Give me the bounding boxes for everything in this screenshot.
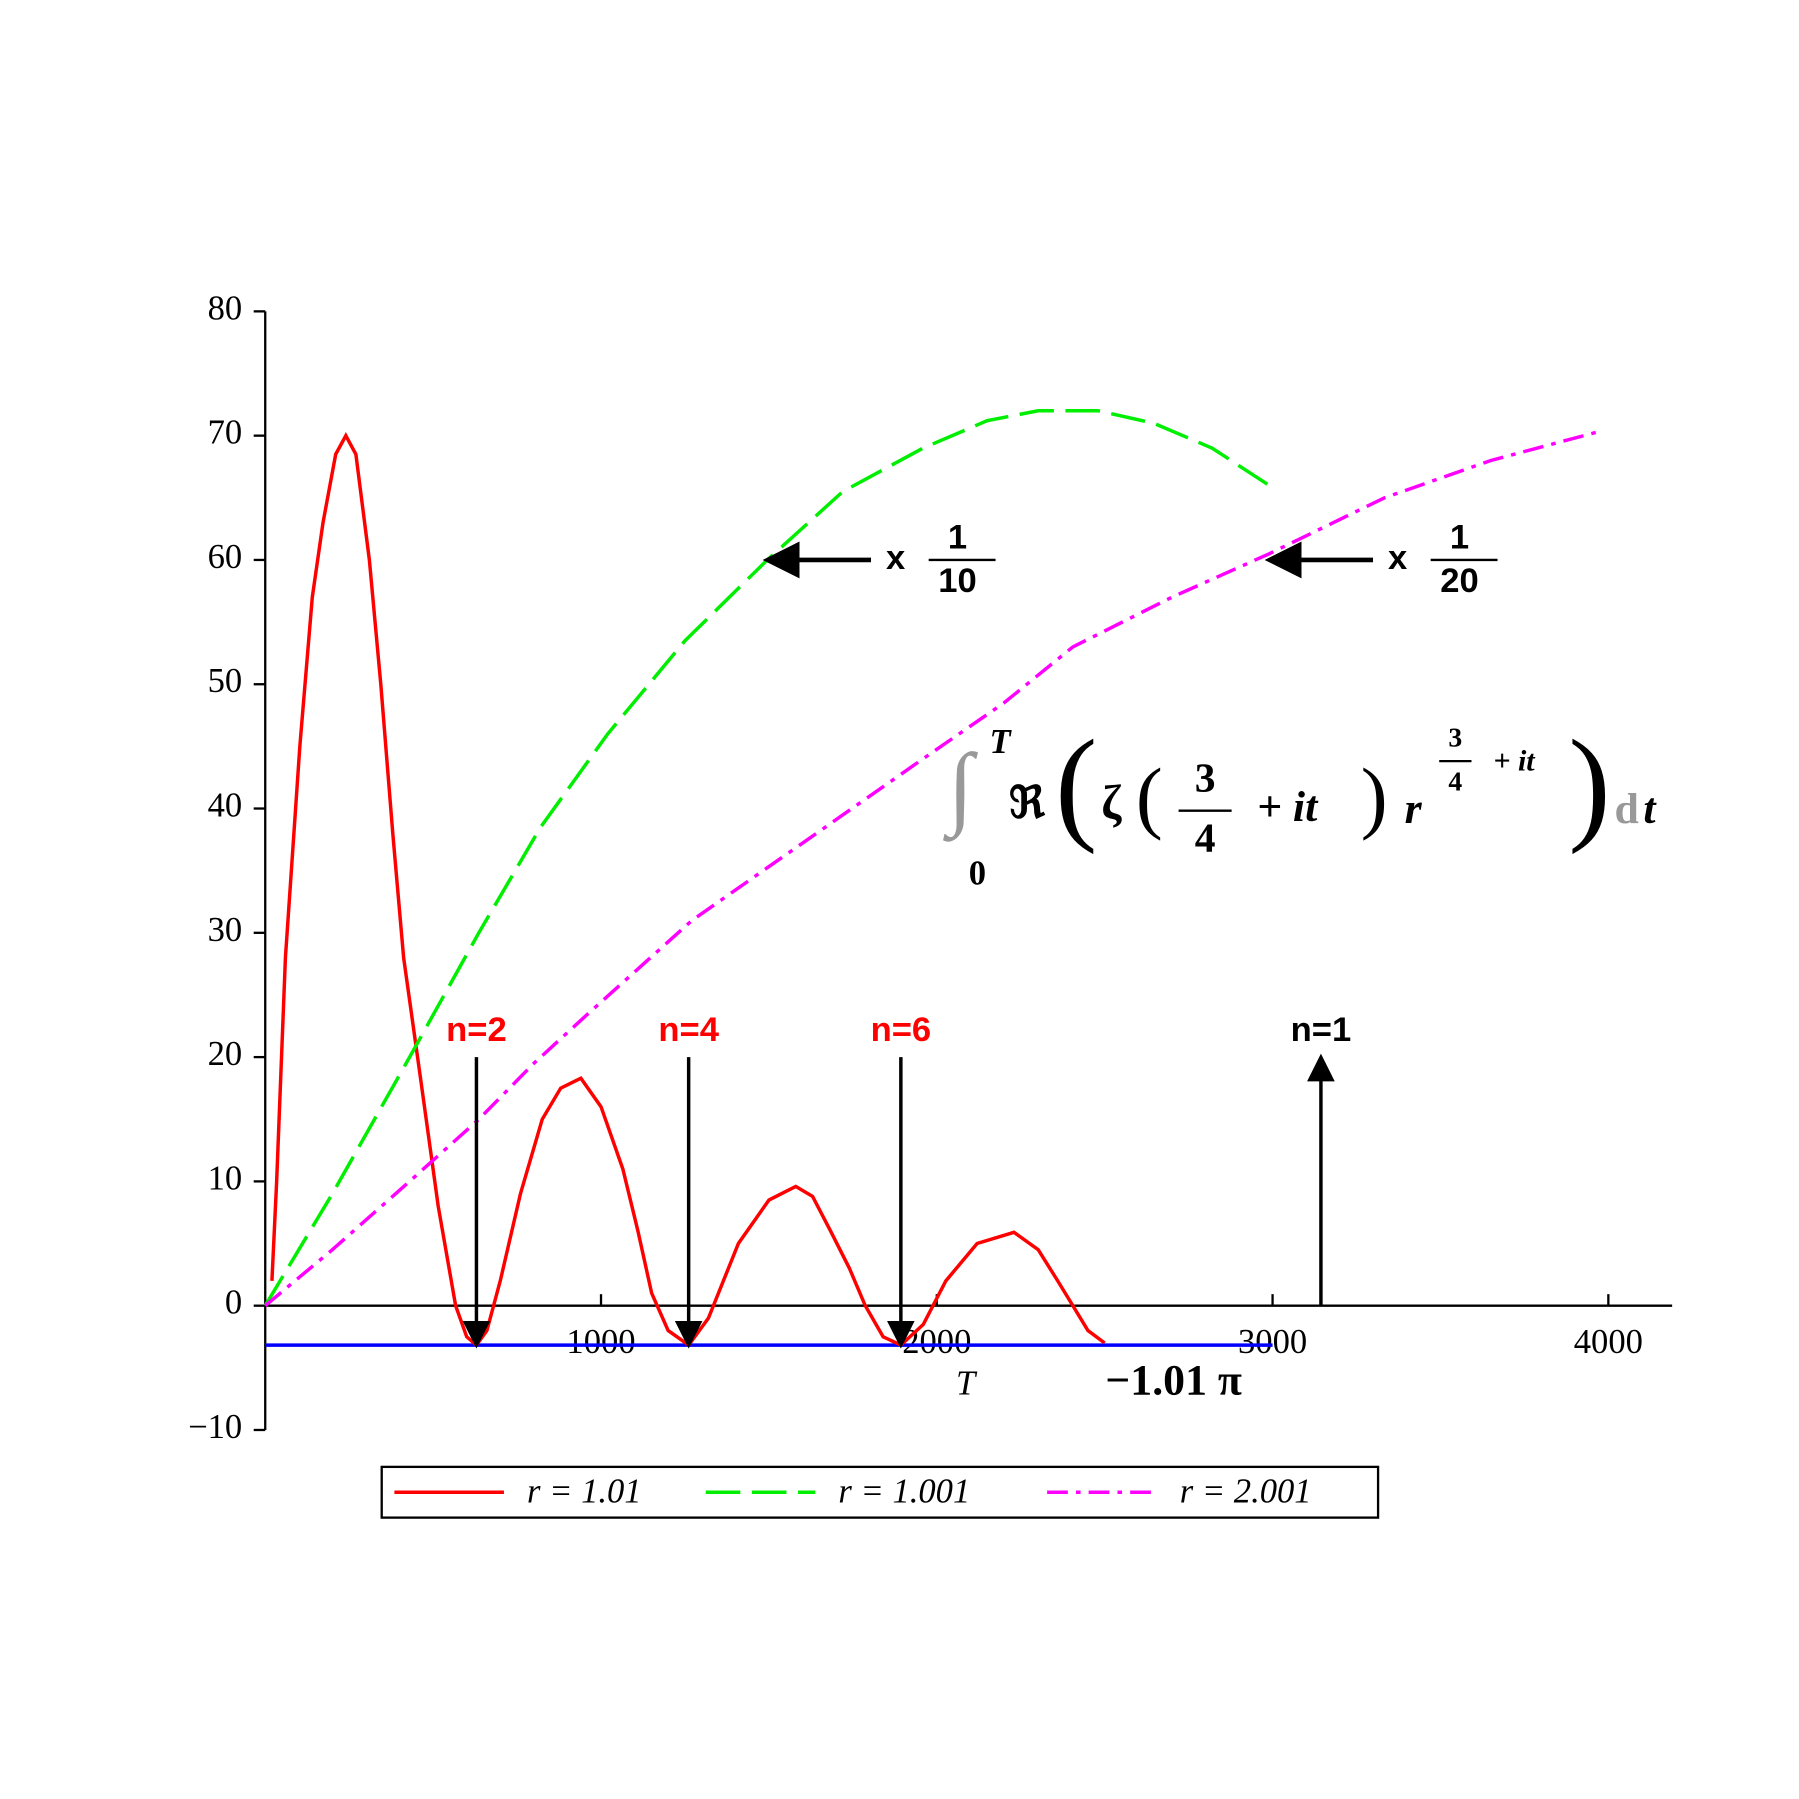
x-tick-label: 1000 xyxy=(566,1323,635,1361)
marker-label: n=1 xyxy=(1291,1011,1352,1049)
y-tick-label: 60 xyxy=(208,538,243,576)
scale-x: x xyxy=(886,539,905,577)
formula-r: r xyxy=(1405,785,1423,833)
x-tick-label: 4000 xyxy=(1574,1323,1643,1361)
formula-d: d xyxy=(1614,785,1638,833)
y-tick-label: 0 xyxy=(225,1284,242,1322)
y-tick-label: 50 xyxy=(208,662,243,700)
y-tick-label: 40 xyxy=(208,786,243,824)
scale-den: 10 xyxy=(938,562,976,600)
y-tick-label: 80 xyxy=(208,289,243,327)
marker-label: n=4 xyxy=(658,1011,719,1049)
scale-den: 20 xyxy=(1440,562,1478,600)
formula-exp-plus: + it xyxy=(1493,744,1536,777)
formula-t: t xyxy=(1643,785,1657,833)
y-tick-label: 10 xyxy=(208,1159,243,1197)
scale-num: 1 xyxy=(1450,518,1469,556)
formula-upper: T xyxy=(989,723,1012,761)
paren: ( xyxy=(1055,715,1097,855)
formula-re: ℜ xyxy=(1009,779,1046,827)
series-line xyxy=(264,430,1599,1307)
y-tick-label: −10 xyxy=(188,1408,242,1446)
x-tick-label: 2000 xyxy=(902,1323,971,1361)
formula-lower: 0 xyxy=(969,854,986,892)
paren: ) xyxy=(1568,715,1610,855)
formula-exp-num: 3 xyxy=(1448,722,1462,753)
legend-box xyxy=(380,1465,1380,1519)
paren: ( xyxy=(1136,752,1163,841)
series-line xyxy=(263,409,1271,1307)
marker-label: n=6 xyxy=(871,1011,932,1049)
scale-x: x xyxy=(1388,539,1407,577)
x-axis-label: T xyxy=(956,1364,978,1402)
formula-plus: + it xyxy=(1257,783,1319,831)
legend-label: r = 2.001 xyxy=(1180,1472,1312,1510)
formula-zeta: ζ xyxy=(1101,776,1122,829)
legend-label: r = 1.001 xyxy=(838,1472,970,1510)
series-line xyxy=(270,432,1106,1348)
integral-sign: ∫ xyxy=(943,735,978,842)
formula-den: 4 xyxy=(1195,814,1216,860)
formula: ∫ T 0 ℜ ( ζ ( 3 4 + it ) r 3 4 + it ) d … xyxy=(943,715,1657,892)
marker-label: n=2 xyxy=(446,1011,507,1049)
y-tick-label: 30 xyxy=(208,911,243,949)
y-tick-label: 70 xyxy=(208,414,243,452)
formula-exp-den: 4 xyxy=(1448,766,1462,797)
paren: ) xyxy=(1361,752,1388,841)
scale-num: 1 xyxy=(948,518,967,556)
y-tick-label: 20 xyxy=(208,1035,243,1073)
formula-num: 3 xyxy=(1195,754,1216,800)
reference-label: −1.01 π xyxy=(1105,1356,1242,1404)
legend-label: r = 1.01 xyxy=(527,1472,642,1510)
x-tick-label: 3000 xyxy=(1238,1323,1307,1361)
